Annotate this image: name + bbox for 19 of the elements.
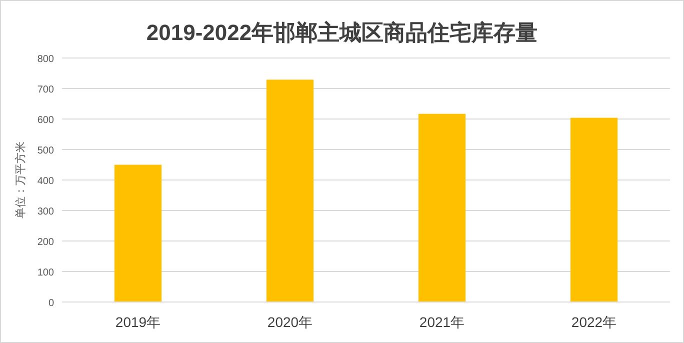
bar — [266, 80, 314, 302]
y-tick-label: 200 — [37, 237, 54, 248]
y-tick-label: 100 — [37, 268, 54, 278]
bar — [570, 118, 618, 302]
y-tick-label: 600 — [37, 115, 54, 126]
y-tick-label: 500 — [37, 146, 54, 156]
y-tick-label: 800 — [37, 54, 54, 65]
x-tick-label: 2020年 — [267, 314, 313, 330]
y-axis-title: 单位：万平方米 — [14, 142, 27, 218]
y-tick-label: 300 — [37, 206, 54, 218]
bar — [418, 114, 466, 302]
bar — [114, 164, 162, 302]
x-tick-label: 2021年 — [419, 314, 465, 330]
x-tick-label: 2022年 — [571, 314, 617, 330]
chart-title: 2019-2022年邯郸主城区商品住宅库存量 — [146, 20, 538, 45]
y-tick-label: 700 — [37, 84, 54, 96]
x-tick-label: 2019年 — [115, 314, 161, 330]
y-tick-label: 400 — [37, 176, 54, 187]
y-tick-label: 0 — [48, 298, 54, 309]
